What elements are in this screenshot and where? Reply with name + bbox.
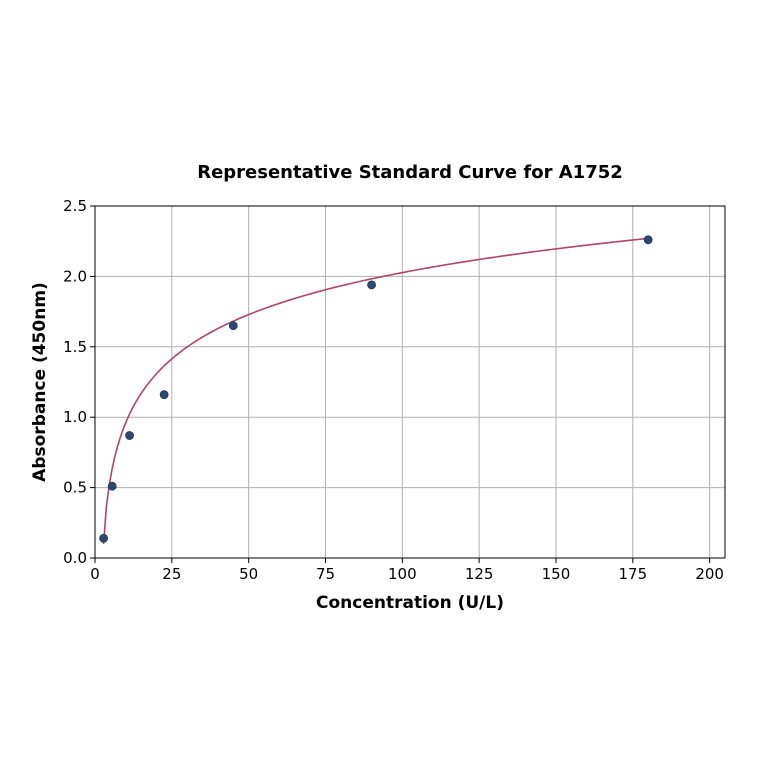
y-tick-label: 1.5 [63, 338, 87, 356]
x-tick-label: 150 [542, 565, 571, 583]
x-tick-label: 25 [162, 565, 181, 583]
chart-title: Representative Standard Curve for A1752 [197, 162, 623, 183]
data-point [159, 390, 169, 400]
x-tick-label: 100 [388, 565, 417, 583]
x-tick-label: 125 [465, 565, 494, 583]
y-tick-label: 2.0 [63, 267, 87, 285]
y-tick-label: 0.0 [63, 549, 87, 567]
data-point [99, 533, 109, 543]
x-tick-label: 50 [239, 565, 258, 583]
y-axis-ticks: 0.0 0.5 1.0 1.5 2.0 2.5 [63, 197, 95, 567]
data-point [228, 321, 238, 331]
fit-curve-layer [102, 237, 649, 544]
x-tick-label: 200 [695, 565, 724, 583]
y-tick-label: 0.5 [63, 479, 87, 497]
x-tick-label: 175 [618, 565, 647, 583]
plot-frame [94, 205, 726, 559]
grid-lines [94, 205, 725, 559]
fit-curve-line [102, 237, 649, 544]
y-tick-label: 1.0 [63, 408, 87, 426]
data-point [125, 431, 134, 440]
x-axis-label: Concentration (U/L) [316, 593, 504, 613]
y-tick-label: 2.5 [63, 197, 87, 215]
data-point [367, 280, 376, 290]
y-axis-label: Absorbance (450nm) [30, 282, 50, 482]
x-tick-label: 75 [316, 565, 335, 583]
x-axis-ticks: 0 25 50 75 100 125 150 175 200 [90, 558, 724, 583]
data-point [643, 235, 653, 245]
x-tick-label: 0 [90, 565, 100, 583]
data-points [99, 235, 653, 543]
data-point [107, 481, 117, 491]
